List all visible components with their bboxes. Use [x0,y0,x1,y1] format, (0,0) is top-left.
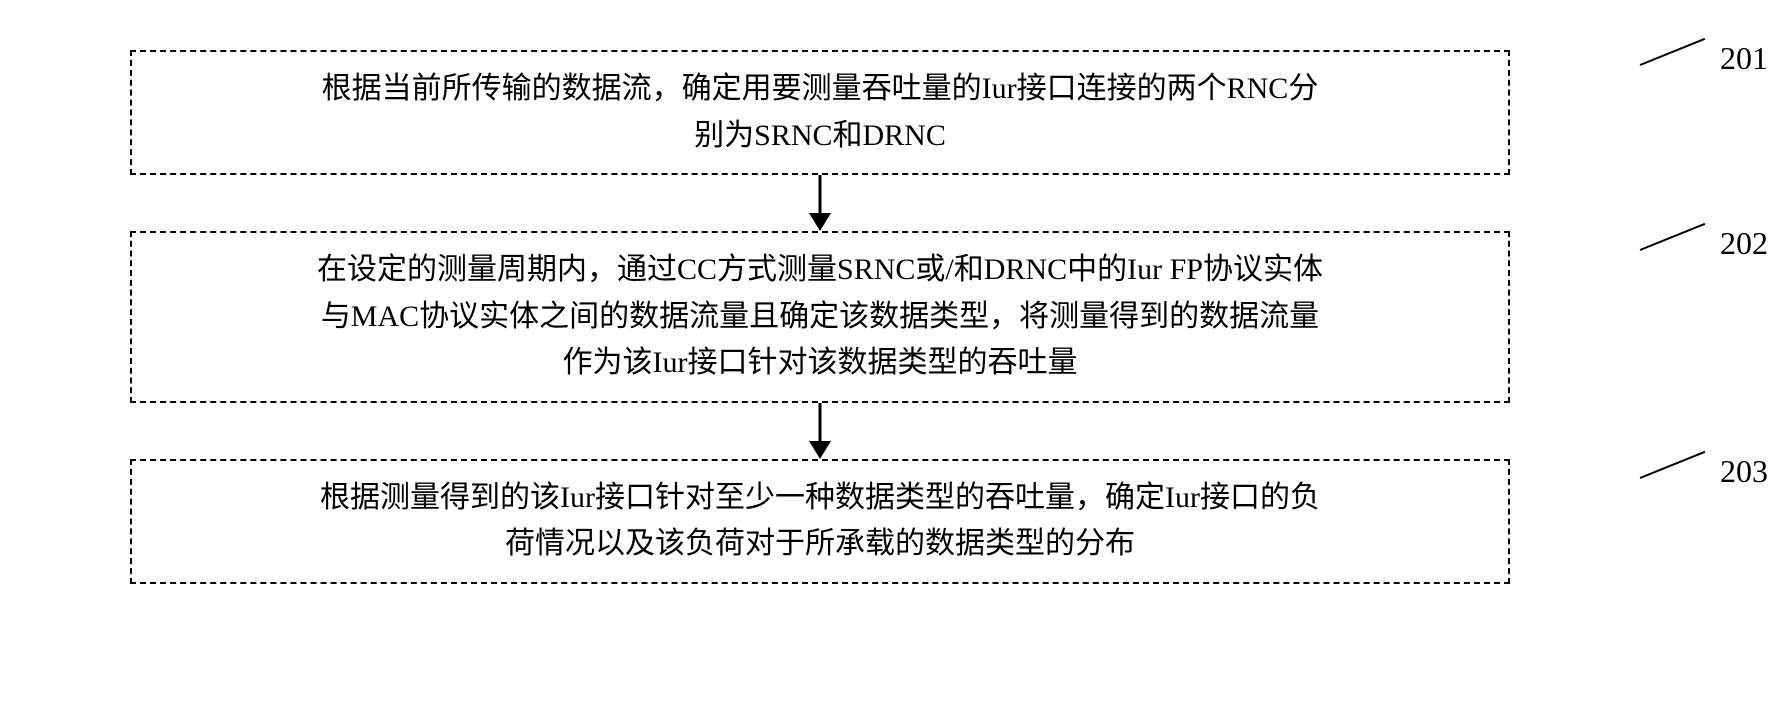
arrow-head-icon-1 [809,213,831,231]
step-text-202-line1: 在设定的测量周期内，通过CC方式测量SRNC或/和DRNC中的Iur FP协议实… [317,253,1323,286]
step-text-201-line2: 别为SRNC和DRNC [694,119,946,152]
connector-line-203 [1640,450,1706,478]
step-row-201: 根据当前所传输的数据流，确定用要测量吞吐量的Iur接口连接的两个RNC分 别为S… [130,50,1650,175]
step-label-201: 201 [1720,40,1768,77]
connector-line-202 [1640,223,1706,251]
step-text-202-line2: 与MAC协议实体之间的数据流量且确定该数据类型，将测量得到的数据流量 [321,300,1319,333]
step-row-203: 根据测量得到的该Iur接口针对至少一种数据类型的吞吐量，确定Iur接口的负 荷情… [130,459,1650,584]
step-label-203: 203 [1720,453,1768,490]
arrow-line-1 [819,175,822,215]
step-box-203: 根据测量得到的该Iur接口针对至少一种数据类型的吞吐量，确定Iur接口的负 荷情… [130,459,1510,584]
step-box-201: 根据当前所传输的数据流，确定用要测量吞吐量的Iur接口连接的两个RNC分 别为S… [130,50,1510,175]
connector-line-201 [1640,38,1706,66]
arrow-line-2 [819,403,822,443]
step-label-202: 202 [1720,225,1768,262]
flowchart-container: 根据当前所传输的数据流，确定用要测量吞吐量的Iur接口连接的两个RNC分 别为S… [130,50,1650,584]
arrow-1 [130,175,1510,231]
arrow-2 [130,403,1510,459]
step-text-202-line3: 作为该Iur接口针对该数据类型的吞吐量 [563,346,1078,379]
step-row-202: 在设定的测量周期内，通过CC方式测量SRNC或/和DRNC中的Iur FP协议实… [130,231,1650,403]
step-text-203-line2: 荷情况以及该负荷对于所承载的数据类型的分布 [505,527,1135,560]
step-text-201-line1: 根据当前所传输的数据流，确定用要测量吞吐量的Iur接口连接的两个RNC分 [322,72,1319,105]
step-text-203-line1: 根据测量得到的该Iur接口针对至少一种数据类型的吞吐量，确定Iur接口的负 [320,481,1320,514]
step-box-202: 在设定的测量周期内，通过CC方式测量SRNC或/和DRNC中的Iur FP协议实… [130,231,1510,403]
arrow-head-icon-2 [809,441,831,459]
